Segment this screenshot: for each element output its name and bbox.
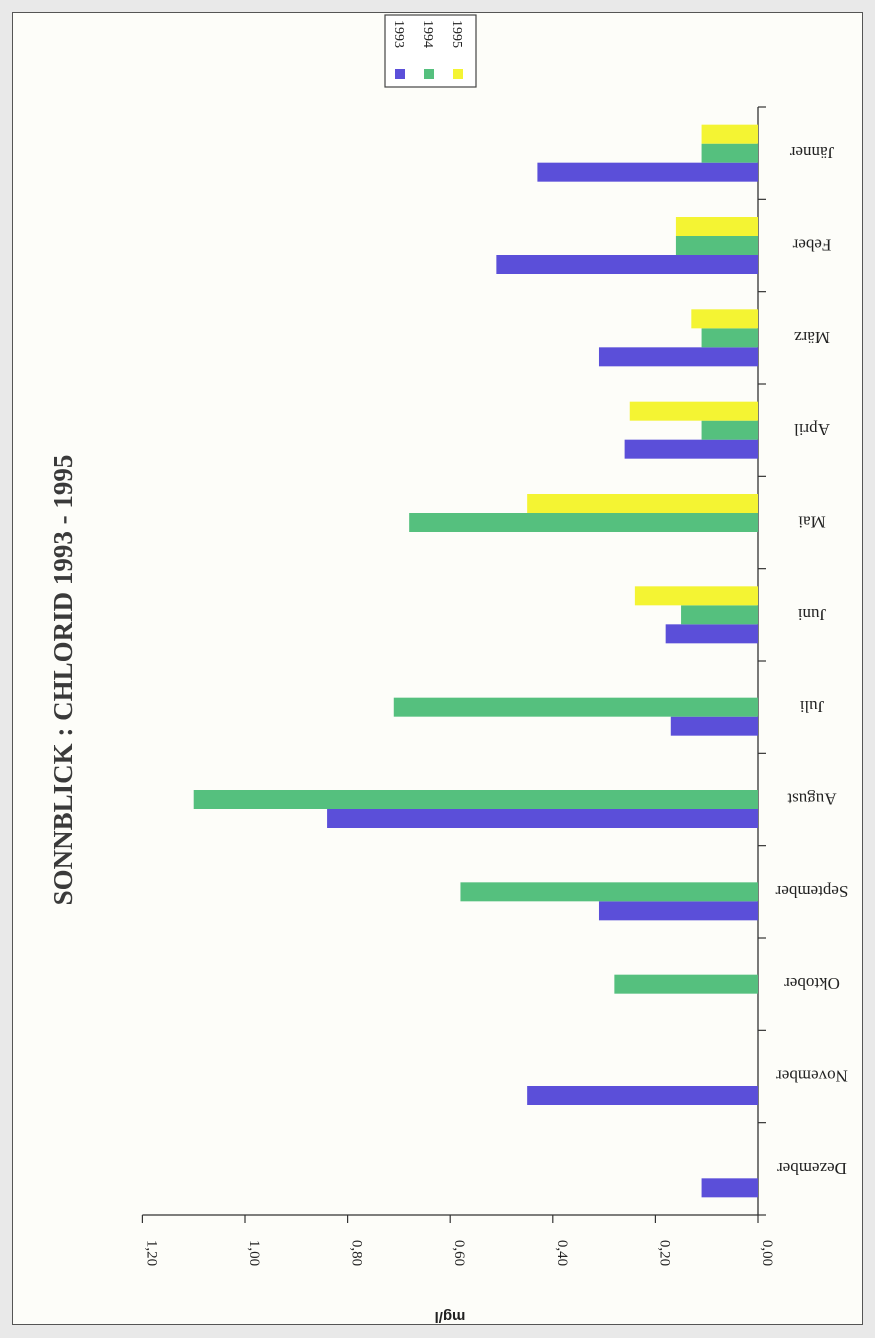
- bar-1993-dezember: [701, 1178, 758, 1198]
- legend-swatch-1995: [453, 69, 463, 79]
- bar-1993-september: [598, 901, 758, 921]
- bar-1994-mai: [409, 513, 758, 532]
- value-tick-label: 0,20: [656, 1240, 672, 1266]
- bar-1993-märz: [598, 347, 758, 367]
- category-label: November: [776, 1067, 848, 1086]
- value-tick-label: 0,60: [451, 1240, 467, 1266]
- value-tick-label: 0,40: [554, 1240, 570, 1266]
- bars: [193, 124, 758, 1198]
- value-axis-title-text: mg/l: [435, 1308, 466, 1325]
- bar-1995-jänner: [701, 124, 758, 144]
- value-tick-label: 1,20: [143, 1240, 159, 1266]
- bar-1994-feber: [675, 236, 758, 255]
- value-axis-title: mg/l: [435, 1308, 466, 1325]
- category-label: Juli: [799, 697, 824, 716]
- bar-1993-april: [624, 439, 758, 459]
- bar-1993-juni: [665, 624, 758, 644]
- value-tick-label: 1,00: [246, 1240, 262, 1266]
- value-tick-label: 0,00: [759, 1240, 775, 1266]
- bar-1995-juni: [634, 586, 758, 606]
- bar-1995-feber: [675, 217, 758, 236]
- bar-1993-jänner: [537, 162, 758, 182]
- legend-label-1995: 1995: [449, 20, 464, 48]
- bar-1993-feber: [496, 255, 758, 274]
- bar-1993-august: [327, 809, 758, 828]
- value-axis: [141, 1214, 759, 1223]
- category-label: Juni: [798, 605, 827, 624]
- category-label: Oktober: [784, 974, 840, 993]
- bar-1994-märz: [701, 328, 758, 348]
- category-label: Jänner: [789, 143, 834, 162]
- value-tick-label: 0,80: [349, 1240, 365, 1266]
- legend: 1993 1994 1995: [384, 14, 477, 88]
- legend-label-1994: 1994: [420, 20, 435, 48]
- chart-title: SONNBLICK : CHLORID 1993 - 1995: [48, 455, 78, 906]
- legend-swatch-1993: [395, 69, 405, 79]
- bar-1995-april: [629, 401, 758, 421]
- category-label: September: [775, 882, 848, 901]
- category-labels: Jänner Feber März April Mai Juni Juli August Sep…: [775, 143, 848, 1178]
- bar-1995-mai: [527, 494, 758, 513]
- bar-1994-oktober: [614, 974, 758, 994]
- category-label: Mai: [798, 513, 826, 532]
- bar-1995-märz: [691, 309, 758, 329]
- category-label: April: [794, 420, 830, 439]
- bar-1994-jänner: [701, 143, 758, 163]
- category-label: Feber: [792, 236, 831, 255]
- legend-label-1993: 1993: [391, 20, 406, 48]
- legend-swatch-1994: [424, 69, 434, 79]
- category-axis: [757, 106, 766, 1216]
- bar-1994-august: [193, 790, 758, 809]
- bar-1994-september: [460, 882, 758, 902]
- category-label: August: [787, 790, 836, 809]
- bar-1993-november: [527, 1086, 758, 1105]
- bar-1994-april: [701, 420, 758, 440]
- bar-1993-juli: [670, 716, 758, 736]
- bar-1994-juli: [393, 697, 758, 717]
- category-label: März: [794, 328, 830, 347]
- tick-labels: 0,00 0,20 0,40 0,60 0,80 1,00 1,20: [143, 1240, 775, 1266]
- bar-1994-juni: [681, 605, 758, 625]
- category-label: Dezember: [777, 1159, 847, 1178]
